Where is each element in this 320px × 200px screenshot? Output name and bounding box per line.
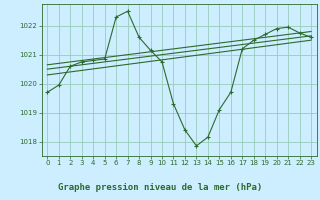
Text: Graphe pression niveau de la mer (hPa): Graphe pression niveau de la mer (hPa) xyxy=(58,183,262,192)
